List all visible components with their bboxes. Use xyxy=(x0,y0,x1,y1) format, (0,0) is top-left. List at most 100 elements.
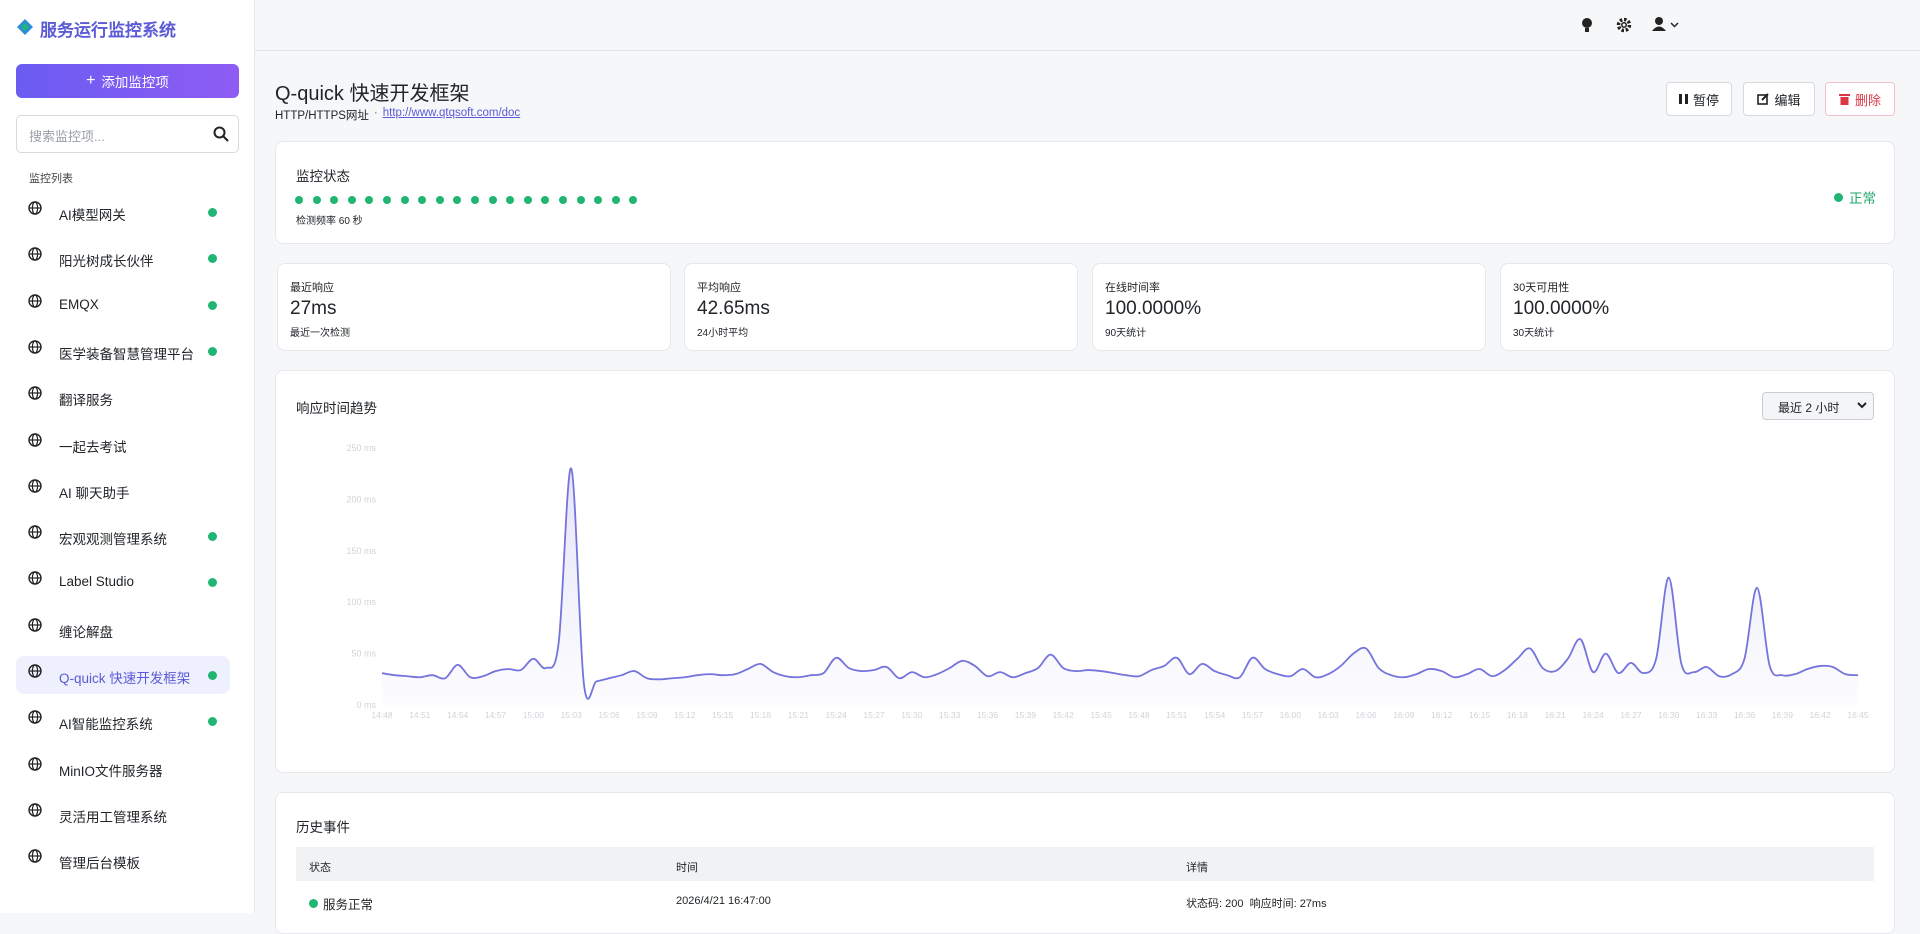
stat-label: 在线时间率 xyxy=(1105,282,1160,294)
edit-label: 编辑 xyxy=(1774,92,1801,108)
stat-value: 27ms xyxy=(290,298,337,319)
stat-note: 30天统计 xyxy=(1513,328,1555,339)
pause-button[interactable]: 暂停 xyxy=(1666,82,1732,116)
monitor-item[interactable]: Q-quick 快速开发框架 xyxy=(16,656,230,694)
stat-label: 平均响应 xyxy=(697,282,741,294)
monitor-name: AI智能监控系统 xyxy=(59,717,153,733)
monitor-item[interactable]: AI智能监控系统 xyxy=(16,702,230,740)
globe-icon xyxy=(28,293,42,308)
brand: 服务运行监控系统 xyxy=(40,21,176,40)
settings-icon[interactable] xyxy=(1616,17,1632,33)
stat-value: 100.0000% xyxy=(1513,298,1610,319)
globe-icon xyxy=(28,710,42,724)
idea-icon[interactable] xyxy=(1580,17,1594,33)
monitor-name: EMQX xyxy=(59,296,99,312)
check-dots xyxy=(295,196,638,204)
edit-icon xyxy=(1757,93,1770,105)
globe-icon xyxy=(28,479,42,493)
monitor-name: Q-quick 快速开发框架 xyxy=(59,671,191,686)
range-select-label: 最近 2 小时 xyxy=(1778,401,1840,415)
row-status-dot xyxy=(309,899,318,908)
online-dot xyxy=(208,300,217,310)
check-dot xyxy=(295,196,303,204)
monitor-item[interactable]: 医学装备智慧管理平台 xyxy=(16,332,230,370)
online-dot xyxy=(208,208,217,217)
add-button[interactable]: + 添加监控项 xyxy=(16,64,239,98)
globe-icon xyxy=(28,617,42,632)
monitor-item[interactable]: 宏观观测管理系统 xyxy=(16,517,230,555)
monitor-name: MinIO文件服务器 xyxy=(59,763,163,779)
check-interval: 检测频率 60 秒 xyxy=(296,216,363,227)
online-dot xyxy=(208,346,217,356)
stat-label: 30天可用性 xyxy=(1513,282,1570,294)
stat-note: 24小时平均 xyxy=(697,328,749,339)
range-select[interactable]: 最近 2 小时 xyxy=(1762,392,1874,420)
check-dot xyxy=(400,196,409,204)
stat-value: 100.0000% xyxy=(1105,298,1202,319)
monitor-item[interactable]: 一起去考试 xyxy=(16,425,230,463)
stat-value: 42.65ms xyxy=(697,298,770,319)
monitor-item[interactable]: EMQX xyxy=(16,286,230,324)
history-title: 历史事件 xyxy=(296,820,350,835)
check-dot xyxy=(488,196,497,204)
col-detail: 详情 xyxy=(1186,862,1208,874)
monitor-name: 宏观观测管理系统 xyxy=(59,532,167,548)
monitor-item[interactable]: AI 聊天助手 xyxy=(16,471,230,509)
monitor-item[interactable]: 灵活用工管理系统 xyxy=(16,795,230,833)
stat-note: 最近一次检测 xyxy=(290,328,350,339)
url-link[interactable]: http://www.qtqsoft.com/doc xyxy=(382,107,521,119)
check-dot xyxy=(558,196,567,204)
plus-icon: + xyxy=(86,72,96,89)
stat-card: 30天可用性 100.0000% 30天统计 xyxy=(1500,263,1894,351)
search-input[interactable]: 搜索监控项... xyxy=(16,115,239,153)
check-dot xyxy=(453,196,462,204)
edit-button[interactable]: 编辑 xyxy=(1743,82,1815,116)
chart-title: 响应时间趋势 xyxy=(296,401,377,416)
monitor-item[interactable]: MinIO文件服务器 xyxy=(16,749,230,787)
row-time: 2026/4/21 16:47:00 xyxy=(676,895,771,907)
monitor-name: Label Studio xyxy=(59,574,135,590)
check-dot xyxy=(523,196,532,204)
monitor-item[interactable]: 翻译服务 xyxy=(16,378,230,416)
logo-icon xyxy=(17,19,33,35)
check-dot xyxy=(382,196,391,204)
monitor-item[interactable]: 缠论解盘 xyxy=(16,610,230,648)
pause-icon xyxy=(1678,94,1688,104)
detail-subtitle: HTTP/HTTPS网址 · http://www.qtqsoft.com/doc xyxy=(275,107,520,123)
monitor-item[interactable]: 管理后台模板 xyxy=(16,841,230,879)
monitor-name: 缠论解盘 xyxy=(59,624,113,640)
check-dot xyxy=(418,196,427,204)
monitor-name: AI模型网关 xyxy=(59,208,126,223)
col-time: 时间 xyxy=(676,862,698,874)
globe-icon xyxy=(28,432,42,447)
check-dot xyxy=(594,196,603,204)
separator: · xyxy=(373,107,378,119)
globe-icon xyxy=(28,386,42,400)
globe-icon xyxy=(28,803,42,817)
check-dot xyxy=(541,196,550,204)
detail-title: Q-quick 快速开发框架 xyxy=(275,83,470,105)
monitor-item[interactable]: Label Studio xyxy=(16,563,230,601)
check-dot xyxy=(312,196,321,204)
sidebar: 服务运行监控系统 + 添加监控项 搜索监控项... 监控列表 AI模型网关 阳光树成… xyxy=(0,0,255,913)
monitor-item[interactable]: AI模型网关 xyxy=(16,193,230,231)
status-card-title: 监控状态 xyxy=(296,169,350,184)
delete-button[interactable]: 删除 xyxy=(1825,82,1895,116)
monitor-name: 灵活用工管理系统 xyxy=(59,809,167,825)
check-dot xyxy=(506,196,515,204)
top-bar xyxy=(255,0,1920,51)
select-caret xyxy=(1857,402,1867,409)
monitor-name: 一起去考试 xyxy=(59,439,127,455)
status-card: 监控状态 检测频率 60 秒 正常 xyxy=(275,141,1895,244)
history-card: 历史事件 状态 时间 详情 服务正常 2026/4/21 16:47:00 状态… xyxy=(275,792,1895,934)
online-dot xyxy=(208,717,217,727)
check-dot xyxy=(576,196,585,204)
monitor-item[interactable]: 阳光树成长伙伴 xyxy=(16,239,230,277)
check-dot xyxy=(629,196,638,204)
row-status: 服务正常 xyxy=(309,894,373,913)
monitor-name: AI 聊天助手 xyxy=(59,485,130,501)
search-placeholder: 搜索监控项... xyxy=(29,129,105,144)
user-menu-icon[interactable] xyxy=(1652,16,1682,32)
type-label: HTTP/HTTPS网址 xyxy=(275,110,369,122)
